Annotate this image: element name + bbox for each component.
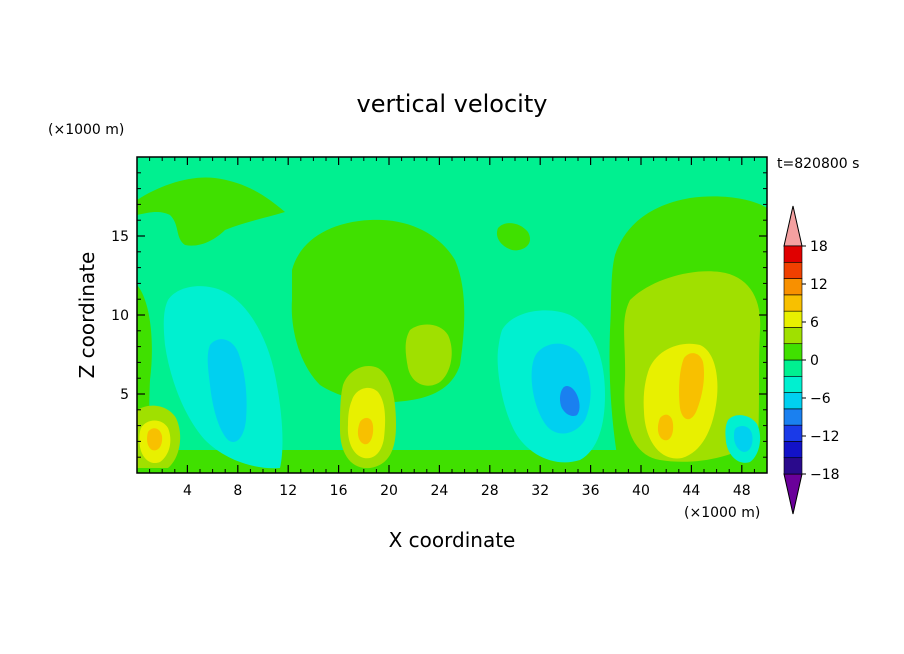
y-axis-label: Z coordinate xyxy=(75,252,99,379)
colorbar-swatch xyxy=(783,245,803,263)
y-tick-label: 5 xyxy=(120,387,129,403)
colorbar-tick-label: −6 xyxy=(810,391,831,407)
y-tick-label: 15 xyxy=(111,229,129,245)
x-tick-label: 48 xyxy=(733,483,751,499)
x-tick-label: 32 xyxy=(531,483,549,499)
y-axis: 5 10 15 xyxy=(111,172,767,458)
colorbar-swatch xyxy=(783,375,803,393)
x-tick-label: 4 xyxy=(183,483,192,499)
x-tick-label: 44 xyxy=(682,483,700,499)
region-downdraft-x45-core xyxy=(734,426,753,452)
x-tick-label: 36 xyxy=(582,483,600,499)
colorbar-swatch xyxy=(783,294,803,312)
colorbar-swatch xyxy=(783,441,803,459)
colorbar-max-arrow xyxy=(783,205,803,247)
x-tick-label: 28 xyxy=(481,483,499,499)
colorbar-swatch xyxy=(783,392,803,410)
contour-field xyxy=(137,157,767,473)
colorbar-swatch xyxy=(783,408,803,426)
x-tick-label: 40 xyxy=(632,483,650,499)
colorbar-swatch xyxy=(783,359,803,377)
region-small-blob xyxy=(496,223,530,251)
colorbar-tick-label: −12 xyxy=(810,429,840,445)
region-x43-core xyxy=(679,353,705,420)
region-central-light xyxy=(405,324,452,386)
region-bottom-green xyxy=(137,450,767,473)
colorbar-swatch xyxy=(783,457,803,475)
region-x41-core xyxy=(657,414,674,441)
colorbar-swatch xyxy=(783,310,803,328)
colorbar-tick-label: 18 xyxy=(810,239,828,255)
colorbar-tick-label: −18 xyxy=(810,467,840,483)
y-unit-label: (×1000 m) xyxy=(48,122,124,138)
x-tick-label: 8 xyxy=(233,483,242,499)
x-tick-label: 24 xyxy=(430,483,448,499)
colorbar-swatch xyxy=(783,424,803,442)
colorbar-tick-label: 0 xyxy=(810,353,819,369)
region-upper-green-band xyxy=(137,177,285,246)
x-axis: 4 8 12 16 20 24 28 32 36 40 44 48 xyxy=(149,157,755,499)
x-tick-label: 12 xyxy=(279,483,297,499)
y-tick-label: 10 xyxy=(111,308,129,324)
time-label: t=820800 s xyxy=(777,156,859,172)
colorbar-swatch xyxy=(783,278,803,296)
region-downdraft-x34-min xyxy=(559,385,580,416)
colorbar-swatch xyxy=(783,343,803,361)
colorbar-swatch xyxy=(783,327,803,345)
region-x18-core xyxy=(357,417,374,445)
x-unit-label: (×1000 m) xyxy=(684,505,760,521)
colorbar-swatch xyxy=(783,261,803,279)
region-downdraft-x8-core xyxy=(207,339,247,442)
colorbar-min-arrow xyxy=(783,473,803,515)
x-tick-label: 20 xyxy=(380,483,398,499)
colorbar-tick-label: 12 xyxy=(810,277,828,293)
x-axis-label: X coordinate xyxy=(389,528,516,552)
colorbar-tick-label: 6 xyxy=(810,315,819,331)
chart-title: vertical velocity xyxy=(357,90,548,118)
region-x2-core xyxy=(147,428,163,451)
x-tick-label: 16 xyxy=(330,483,348,499)
colorbar: 18 12 6 0 −6 −12 −18 xyxy=(783,205,840,515)
